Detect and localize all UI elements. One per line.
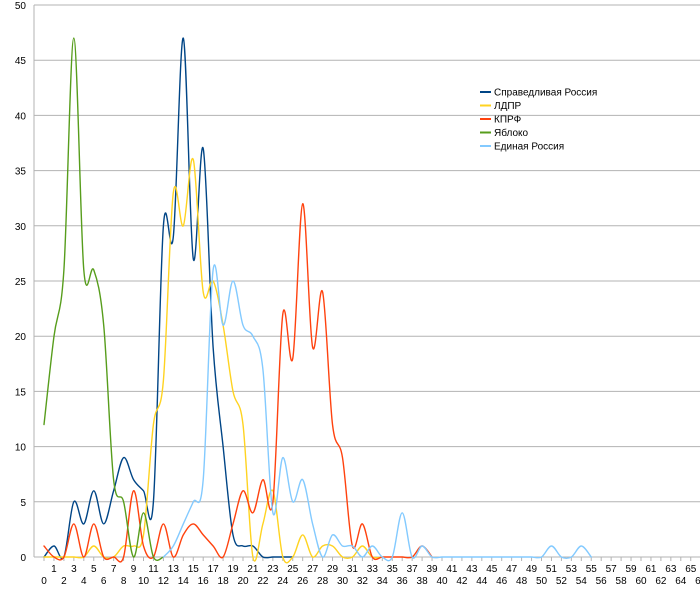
x-tick-label: 56 xyxy=(596,576,608,587)
x-tick-label: 64 xyxy=(675,576,687,587)
x-tick-label: 53 xyxy=(566,564,578,575)
x-tick-label: 43 xyxy=(466,564,478,575)
legend-label: КПРФ xyxy=(494,115,522,126)
series-line-2 xyxy=(43,202,433,563)
legend-label: ЛДПР xyxy=(494,101,522,112)
x-tick-label: 31 xyxy=(347,564,359,575)
x-tick-label: 24 xyxy=(277,576,289,587)
x-tick-label: 51 xyxy=(546,564,558,575)
x-tick-label: 16 xyxy=(198,576,210,587)
x-tick-label: 13 xyxy=(168,564,180,575)
y-tick-label: 50 xyxy=(15,1,27,12)
x-tick-label: 38 xyxy=(417,576,429,587)
x-tick-label: 1 xyxy=(51,564,57,575)
legend-label: Яблоко xyxy=(494,127,528,139)
y-axis-tick-labels: 0 5 10 15 20 25 30 35 40 45 50 xyxy=(15,1,27,564)
x-axis-tick-labels: 0123456789101112131415161718192021222324… xyxy=(41,564,700,587)
x-tick-label: 28 xyxy=(317,576,329,587)
x-tick-label: 34 xyxy=(377,576,389,587)
y-tick-label: 30 xyxy=(15,222,27,233)
x-tick-label: 37 xyxy=(407,564,419,575)
x-tick-label: 62 xyxy=(655,576,667,587)
x-tick-label: 19 xyxy=(227,564,239,575)
y-tick-label: 20 xyxy=(15,332,27,343)
x-tick-label: 21 xyxy=(247,564,259,575)
x-tick-label: 36 xyxy=(397,576,409,587)
x-tick-label: 44 xyxy=(476,576,488,587)
x-tick-label: 52 xyxy=(556,576,568,587)
x-tick-label: 32 xyxy=(357,576,369,587)
x-tick-label: 57 xyxy=(606,564,618,575)
x-tick-label: 49 xyxy=(526,564,538,575)
x-tick-label: 40 xyxy=(436,576,448,587)
x-tick-label: 66 xyxy=(695,576,700,587)
x-tick-label: 17 xyxy=(208,564,220,575)
series-line-3 xyxy=(43,37,165,561)
x-tick-label: 60 xyxy=(635,576,647,587)
legend-label: Справедливая Россия xyxy=(494,88,597,99)
x-tick-label: 15 xyxy=(188,564,200,575)
y-tick-label: 25 xyxy=(15,277,27,288)
x-tick-label: 5 xyxy=(91,564,97,575)
y-tick-label: 40 xyxy=(15,111,27,122)
x-tick-label: 50 xyxy=(536,576,548,587)
x-tick-label: 54 xyxy=(576,576,588,587)
x-tick-label: 58 xyxy=(616,576,628,587)
series-line-0 xyxy=(43,37,294,560)
x-tick-label: 4 xyxy=(81,576,87,587)
x-tick-label: 22 xyxy=(257,576,269,587)
x-tick-label: 8 xyxy=(121,576,127,587)
x-tick-label: 42 xyxy=(456,576,468,587)
x-tick-label: 10 xyxy=(138,576,150,587)
y-tick-label: 35 xyxy=(15,167,27,178)
x-tick-label: 59 xyxy=(625,564,637,575)
x-tick-label: 61 xyxy=(645,564,657,575)
x-tick-label: 39 xyxy=(426,564,438,575)
x-tick-label: 55 xyxy=(586,564,598,575)
y-tick-label: 15 xyxy=(15,387,27,398)
y-tick-label: 0 xyxy=(20,553,26,564)
x-tick-label: 25 xyxy=(287,564,299,575)
y-tick-label: 45 xyxy=(15,56,27,67)
x-tick-label: 14 xyxy=(178,576,190,587)
y-tick-label: 5 xyxy=(20,498,26,509)
x-tick-label: 48 xyxy=(516,576,528,587)
x-tick-label: 18 xyxy=(218,576,230,587)
x-tick-label: 30 xyxy=(337,576,349,587)
x-tick-label: 20 xyxy=(237,576,249,587)
x-tick-label: 12 xyxy=(158,576,170,587)
x-tick-label: 29 xyxy=(327,564,339,575)
x-tick-label: 11 xyxy=(148,564,159,575)
x-tick-label: 47 xyxy=(506,564,518,575)
x-tick-label: 6 xyxy=(101,576,107,587)
x-tick-label: 0 xyxy=(41,576,47,587)
x-tick-label: 7 xyxy=(111,564,117,575)
x-tick-label: 33 xyxy=(367,564,379,575)
x-tick-label: 26 xyxy=(297,576,309,587)
series-lines xyxy=(43,37,592,564)
x-tick-label: 35 xyxy=(387,564,399,575)
x-tick-label: 23 xyxy=(267,564,279,575)
grid xyxy=(33,4,700,561)
x-tick-label: 2 xyxy=(61,576,67,587)
x-tick-label: 63 xyxy=(665,564,677,575)
y-tick-label: 10 xyxy=(15,443,27,454)
x-tick-label: 45 xyxy=(486,564,498,575)
legend-label: Единая Россия xyxy=(494,142,564,153)
x-tick-label: 46 xyxy=(496,576,508,587)
series-line-4 xyxy=(162,264,592,562)
x-tick-label: 27 xyxy=(307,564,319,575)
x-tick-label: 41 xyxy=(446,564,458,575)
x-tick-label: 3 xyxy=(71,564,77,575)
x-tick-label: 9 xyxy=(131,564,137,575)
x-tick-label: 65 xyxy=(685,564,697,575)
